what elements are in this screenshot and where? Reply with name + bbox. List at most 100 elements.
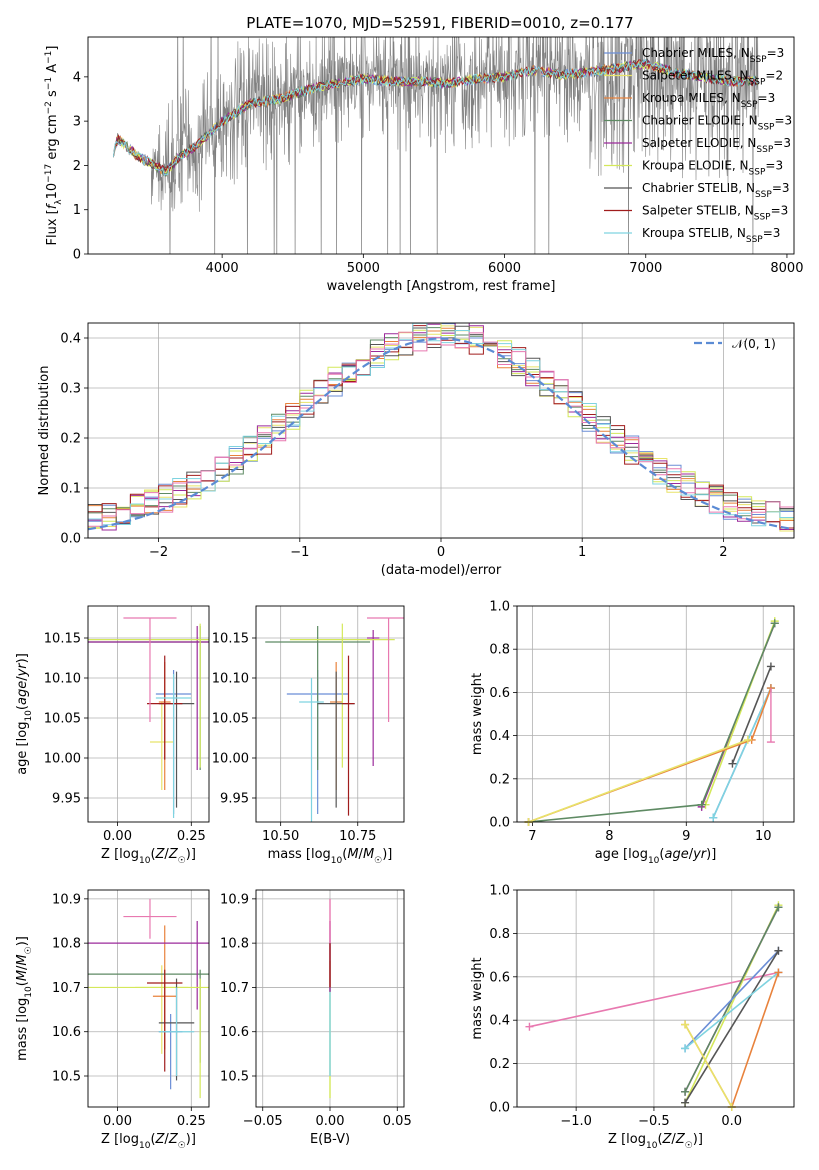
label-part: =3 bbox=[758, 91, 776, 105]
y-tick-label: 0.0 bbox=[489, 1101, 510, 1116]
label-part: 10 bbox=[646, 1141, 658, 1151]
weight-marker bbox=[681, 1098, 690, 1107]
panel-mass-vs-EBV: −0.05 0.00 0.05 10.5 10.6 10.7 10.8 10.9 E(B-V) bbox=[220, 889, 412, 1147]
x-axis-label: mass [log10(M/M☉)] bbox=[268, 847, 393, 866]
x-tick-label: 0.25 bbox=[177, 829, 206, 844]
label-part: ☉ bbox=[374, 856, 382, 866]
label-part: Z [log bbox=[101, 847, 139, 862]
label-part: age bbox=[664, 847, 688, 862]
axes-frame bbox=[87, 605, 210, 823]
x-tick-label: −0.5 bbox=[638, 1114, 670, 1129]
label-part: ( bbox=[659, 847, 664, 862]
y-tick-label: 10.5 bbox=[220, 1070, 249, 1085]
y-tick-label: 10.10 bbox=[44, 672, 81, 687]
weight-marker bbox=[774, 946, 783, 955]
label-part: Chabrier STELIB, N bbox=[642, 181, 755, 195]
label-part: ( bbox=[150, 1132, 155, 1147]
label-part: SSP bbox=[750, 55, 767, 65]
y-tick-label: 10.6 bbox=[220, 1025, 249, 1040]
label-part: ☉ bbox=[685, 1141, 693, 1151]
residuals-plot-area bbox=[88, 323, 794, 536]
weight-marker bbox=[770, 619, 779, 628]
y-tick-label: 10.05 bbox=[212, 712, 249, 727]
label-part: )] bbox=[693, 1132, 703, 1147]
y-tick-label: 1 bbox=[73, 203, 81, 218]
x-tick-label: 10 bbox=[755, 829, 772, 844]
x-tick-label: 10.50 bbox=[262, 829, 299, 844]
axes-frame bbox=[255, 889, 405, 1108]
label-part: Z bbox=[168, 847, 179, 862]
gaussian-curve bbox=[88, 337, 792, 531]
y-tick-label: 10.7 bbox=[220, 981, 249, 996]
label-part: )] bbox=[382, 847, 392, 862]
label-part: SSP bbox=[741, 100, 758, 110]
label-part: mass [log bbox=[268, 847, 331, 862]
x-tick-label: 8 bbox=[605, 829, 613, 844]
legend-label: Kroupa MILES, NSSP=3 bbox=[642, 91, 775, 110]
x-axis-label: Z [log10(Z/Z☉)] bbox=[101, 1132, 196, 1151]
y-tick-label: 2 bbox=[73, 159, 81, 174]
spectrum-model-line bbox=[112, 58, 758, 177]
y-axis-label: age [log10(age/yr)] bbox=[15, 653, 34, 775]
x-tick-label: 0.00 bbox=[316, 1114, 345, 1129]
x-axis-label: Z [log10(Z/Z☉)] bbox=[608, 1132, 703, 1151]
y-tick-label: 9.95 bbox=[220, 792, 249, 807]
x-tick-label: 0.0 bbox=[721, 1114, 742, 1129]
x-tick-label: 0.05 bbox=[383, 1114, 412, 1129]
label-part: Z bbox=[155, 847, 166, 862]
x-axis-label: (data-model)/error bbox=[381, 563, 502, 578]
y-tick-label: 0 bbox=[73, 248, 81, 263]
label-part: 10 bbox=[331, 856, 343, 866]
label-part: =3 bbox=[767, 46, 785, 60]
weight-marker bbox=[774, 968, 783, 977]
label-part: =3 bbox=[774, 114, 792, 128]
axes-frame bbox=[87, 889, 210, 1108]
label-part: =3 bbox=[773, 136, 791, 150]
weight-line bbox=[528, 687, 772, 823]
x-tick-label: 5000 bbox=[347, 261, 380, 276]
x-axis-label: age [log10(age/yr)] bbox=[595, 847, 717, 866]
y-tick-label: 10.00 bbox=[44, 752, 81, 767]
axes-frame bbox=[516, 605, 795, 823]
weight-marker bbox=[743, 735, 752, 744]
y-tick-label: 0.6 bbox=[489, 686, 510, 701]
y-tick-label: 10.10 bbox=[212, 672, 249, 687]
label-part: Z bbox=[675, 1132, 686, 1147]
spectrum-model-line bbox=[112, 59, 758, 173]
weight-marker bbox=[774, 903, 783, 912]
y-axis-label: mass weight bbox=[470, 957, 485, 1039]
x-tick-label: 4000 bbox=[206, 261, 239, 276]
x-tick-label: 1 bbox=[578, 545, 586, 560]
weight-line bbox=[529, 971, 779, 1028]
y-tick-label: 0.2 bbox=[489, 1057, 510, 1072]
label-part: M bbox=[15, 970, 30, 981]
label-part: SSP bbox=[746, 235, 763, 245]
x-tick-label: −0.05 bbox=[243, 1114, 283, 1129]
label-part: yr bbox=[692, 847, 708, 862]
label-part: SSP bbox=[749, 168, 766, 178]
y-tick-label: 10.00 bbox=[212, 752, 249, 767]
label-part: erg cm bbox=[45, 114, 60, 163]
label-part: 10 bbox=[24, 986, 34, 998]
label-part: ( bbox=[15, 981, 30, 986]
y-tick-label: 0.2 bbox=[60, 432, 81, 447]
y-tick-label: 10.9 bbox=[52, 892, 81, 907]
label-part: Salpeter STELIB, N bbox=[642, 204, 754, 218]
label-part: s bbox=[45, 90, 60, 101]
legend-label: Kroupa ELODIE, NSSP=3 bbox=[642, 159, 783, 178]
weight-marker bbox=[525, 1022, 534, 1031]
label-part: =3 bbox=[765, 159, 783, 173]
label-part: / bbox=[671, 1132, 676, 1147]
label-part: M bbox=[15, 954, 30, 965]
axes-frame bbox=[87, 322, 795, 539]
axes-frame bbox=[87, 36, 795, 255]
y-tick-label: 10.15 bbox=[44, 632, 81, 647]
y-tick-label: 0.1 bbox=[60, 482, 81, 497]
age-vs-mass-plot-area bbox=[265, 617, 404, 822]
x-tick-label: 10.75 bbox=[339, 829, 376, 844]
weight-line bbox=[528, 739, 749, 823]
label-part: )] bbox=[186, 1132, 196, 1147]
y-tick-label: 0.6 bbox=[489, 970, 510, 985]
weight-marker bbox=[728, 759, 737, 768]
